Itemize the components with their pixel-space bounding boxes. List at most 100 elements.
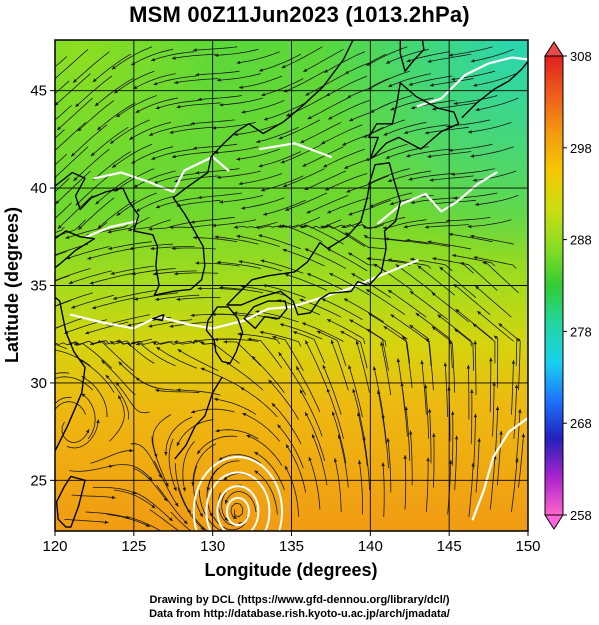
streamline (195, 262, 240, 267)
x-tick-label: 150 (515, 538, 540, 555)
streamline (55, 219, 86, 238)
streamline (169, 224, 214, 228)
streamline (170, 511, 192, 531)
streamline-arrow (390, 314, 395, 318)
streamline-arrow (427, 154, 432, 159)
streamline-arrow (101, 360, 106, 364)
streamline (370, 95, 413, 114)
streamline-arrow (351, 273, 356, 277)
contour-line (258, 142, 332, 158)
streamline-arrow (113, 296, 117, 300)
streamline (55, 243, 89, 256)
streamline (366, 258, 410, 267)
streamline (135, 195, 179, 212)
streamline-arrow (90, 152, 95, 157)
streamline (148, 319, 193, 328)
streamline (254, 470, 278, 515)
streamline (106, 314, 150, 326)
streamline (148, 221, 193, 230)
coastlines (55, 40, 528, 528)
streamline (107, 216, 150, 233)
streamline-arrow (35, 395, 38, 399)
streamline-arrow (150, 246, 155, 251)
streamline (356, 340, 370, 393)
streamline (306, 273, 349, 294)
streamline (155, 294, 200, 301)
streamline (85, 511, 130, 519)
streamline-arrow (110, 340, 115, 345)
streamline (454, 328, 474, 371)
streamline (482, 262, 519, 294)
streamline-arrow (285, 444, 290, 449)
streamline-arrow (233, 311, 238, 315)
streamline (236, 148, 280, 160)
streamline-arrow (311, 434, 316, 439)
streamline (447, 459, 452, 515)
streamline (425, 457, 429, 513)
streamline (79, 359, 115, 393)
streamline (233, 221, 278, 229)
streamline-arrow (255, 226, 260, 230)
streamline-arrow (420, 360, 424, 365)
streamline-arrow (385, 155, 390, 159)
streamline-arrow (473, 340, 477, 345)
streamline-arrow (424, 384, 428, 389)
streamline (476, 310, 515, 342)
streamline-arrow (129, 448, 134, 453)
streamline (55, 146, 89, 178)
streamline (135, 97, 179, 114)
x-axis-ticks: 120 125 130 135 140 145 150 (42, 531, 541, 555)
streamline (468, 462, 474, 517)
streamline-arrow (127, 323, 132, 327)
streamline-arrow (135, 109, 140, 113)
y-tick-label: 35 (30, 278, 47, 295)
streamline (176, 102, 221, 108)
y-axis-label: Latitude (degrees) (2, 207, 22, 363)
streamline (151, 148, 195, 160)
streamline (55, 251, 67, 257)
streamline-arrow (468, 130, 472, 134)
colorbar: 258 268 278 288 298 308 (544, 41, 592, 530)
streamline-arrow (195, 73, 200, 77)
streamline-arrow (66, 256, 71, 260)
streamline-arrow (341, 224, 346, 228)
streamline-arrow (89, 281, 94, 285)
streamline-arrow (212, 126, 216, 130)
streamline (153, 75, 197, 86)
colorbar-scale (544, 55, 564, 516)
streamline (304, 340, 328, 388)
streamline (334, 458, 342, 513)
streamline-arrow (34, 207, 38, 211)
streamline-arrow (95, 200, 100, 205)
streamline (410, 197, 455, 204)
streamline-arrow (184, 533, 188, 536)
streamline-arrow (278, 352, 282, 357)
streamline-arrow (439, 266, 444, 271)
streamline (268, 379, 299, 420)
streamline (113, 290, 157, 300)
streamline (282, 248, 325, 267)
streamline (128, 516, 162, 531)
x-tick-label: 125 (121, 538, 146, 555)
streamline (321, 298, 363, 320)
streamline-arrow (171, 56, 176, 60)
streamline-arrow (33, 108, 37, 112)
streamline-arrow (187, 509, 191, 514)
streamline-arrow (212, 223, 216, 228)
streamline-arrow (214, 337, 218, 342)
streamline (176, 389, 221, 396)
streamline (155, 100, 200, 110)
streamline-arrow (44, 331, 48, 334)
streamline (238, 260, 283, 272)
streamline-arrow (197, 450, 201, 455)
streamline (351, 272, 392, 299)
streamline-arrow (384, 237, 389, 241)
streamline (424, 126, 469, 134)
streamline (496, 430, 502, 486)
streamline-arrow (85, 331, 90, 335)
streamline-arrow (282, 248, 287, 253)
streamline (92, 297, 136, 309)
streamline (129, 243, 174, 250)
streamline (326, 388, 344, 439)
streamline-arrow (326, 92, 331, 96)
